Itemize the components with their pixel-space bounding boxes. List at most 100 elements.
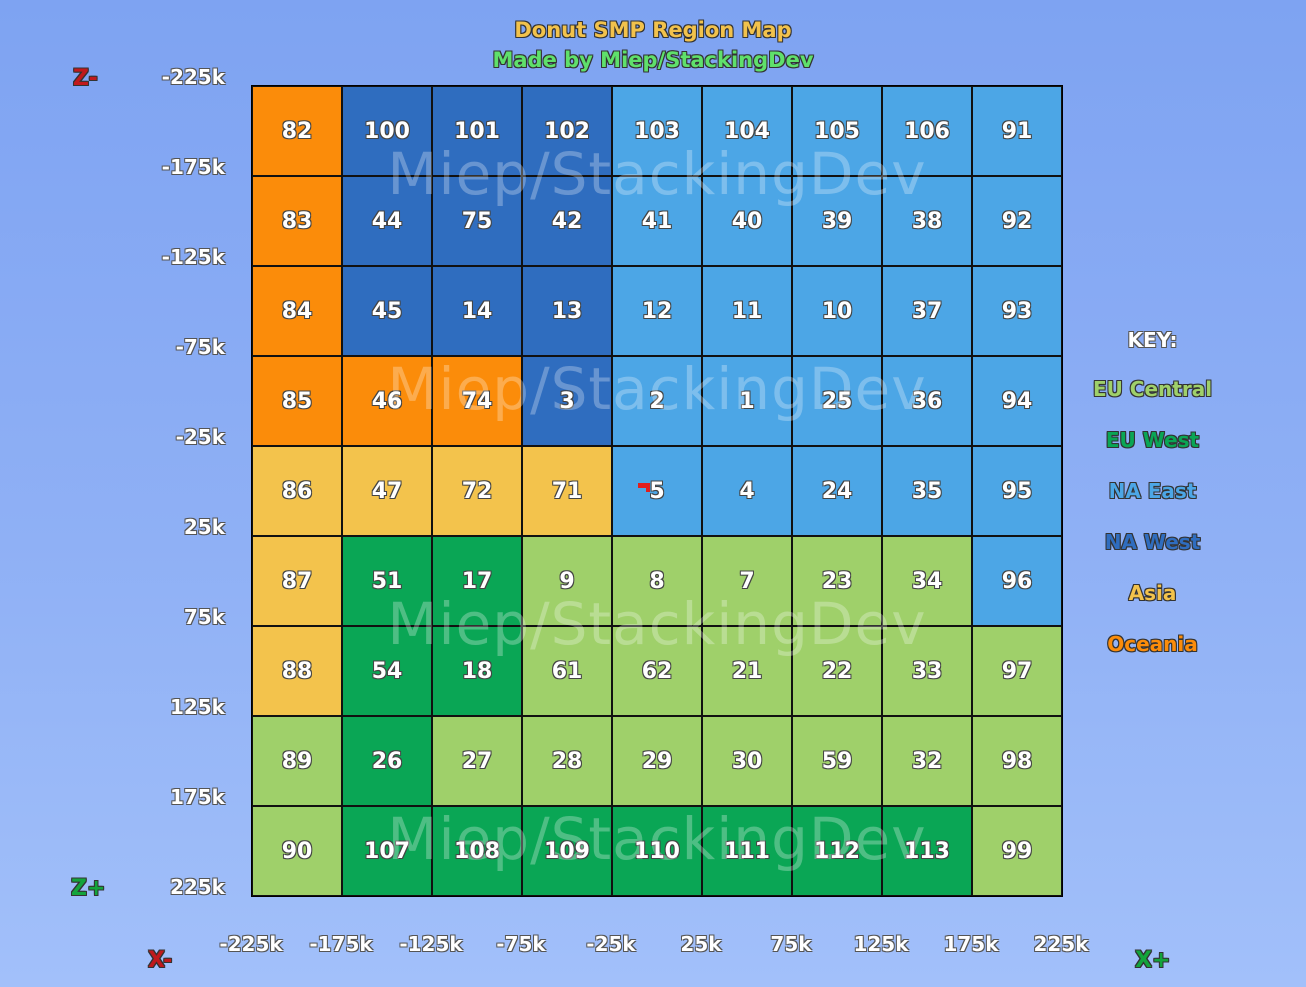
map-key: KEY: EU Central EU West NA East NA West Asia… [1080, 328, 1225, 683]
region-cell: 41 [612, 176, 702, 266]
z-axis-tick-label: -25k [175, 425, 225, 449]
region-cell: 61 [522, 626, 612, 716]
z-axis-tick-label: -75k [175, 335, 225, 359]
region-cell: 87 [252, 536, 342, 626]
x-axis-tick-label: 175k [943, 932, 999, 956]
region-cell: 92 [972, 176, 1062, 266]
z-axis-tick-label: -175k [161, 155, 225, 179]
key-title: KEY: [1127, 328, 1178, 352]
region-cell: 101 [432, 86, 522, 176]
region-cell: 105 [792, 86, 882, 176]
region-cell: 88 [252, 626, 342, 716]
region-cell: 83 [252, 176, 342, 266]
region-cell: 85 [252, 356, 342, 446]
x-plus-label: X+ [1135, 948, 1171, 973]
region-cell: 4 [702, 446, 792, 536]
region-cell: 46 [342, 356, 432, 446]
region-cell: 111 [702, 806, 792, 896]
region-cell: 96 [972, 536, 1062, 626]
region-cell: 98 [972, 716, 1062, 806]
region-cell: 97 [972, 626, 1062, 716]
region-cell: 13 [522, 266, 612, 356]
x-axis-tick-label: -175k [309, 932, 373, 956]
region-cell: 102 [522, 86, 612, 176]
z-axis-tick-label: 75k [183, 605, 225, 629]
map-title: Donut SMP Region Map [514, 18, 792, 42]
region-cell: 84 [252, 266, 342, 356]
region-cell: 23 [792, 536, 882, 626]
region-cell: 1 [702, 356, 792, 446]
key-item: Oceania [1107, 632, 1198, 656]
region-cell: 109 [522, 806, 612, 896]
region-cell: 95 [972, 446, 1062, 536]
region-cell: 93 [972, 266, 1062, 356]
x-axis-tick-label: 75k [770, 932, 812, 956]
region-cell: 37 [882, 266, 972, 356]
x-axis-tick-label: 25k [680, 932, 722, 956]
region-grid: 82 100 101 102 103 104 105 106 91 83 44 75 42 41 40 39 3… [251, 85, 1063, 897]
region-cell: 18 [432, 626, 522, 716]
region-cell: 35 [882, 446, 972, 536]
region-cell: 5 [612, 446, 702, 536]
region-cell: 30 [702, 716, 792, 806]
region-cell: 21 [702, 626, 792, 716]
key-item: NA East [1108, 479, 1197, 503]
region-cell: 72 [432, 446, 522, 536]
x-axis-tick-label: -75k [496, 932, 546, 956]
region-cell: 39 [792, 176, 882, 266]
region-cell: 99 [972, 806, 1062, 896]
region-cell: 100 [342, 86, 432, 176]
region-cell: 17 [432, 536, 522, 626]
x-axis-tick-label: 225k [1033, 932, 1089, 956]
region-cell: 62 [612, 626, 702, 716]
region-cell: 54 [342, 626, 432, 716]
z-axis-tick-label: 175k [169, 785, 225, 809]
region-cell: 9 [522, 536, 612, 626]
region-cell: 110 [612, 806, 702, 896]
spawn-marker-icon [638, 483, 650, 492]
region-cell: 28 [522, 716, 612, 806]
region-cell: 75 [432, 176, 522, 266]
region-cell: 104 [702, 86, 792, 176]
region-cell: 38 [882, 176, 972, 266]
x-axis-tick-label: 125k [853, 932, 909, 956]
region-cell: 74 [432, 356, 522, 446]
x-axis-tick-label: -225k [219, 932, 283, 956]
z-plus-label: Z+ [71, 876, 106, 901]
region-cell: 108 [432, 806, 522, 896]
region-cell: 113 [882, 806, 972, 896]
region-cell: 94 [972, 356, 1062, 446]
region-cell: 107 [342, 806, 432, 896]
region-cell: 71 [522, 446, 612, 536]
region-cell: 8 [612, 536, 702, 626]
z-axis-tick-label: 225k [169, 875, 225, 899]
key-item: EU West [1105, 428, 1200, 452]
z-minus-label: Z- [73, 66, 98, 91]
region-cell: 25 [792, 356, 882, 446]
z-axis-tick-label: 25k [183, 515, 225, 539]
region-cell: 2 [612, 356, 702, 446]
region-cell: 45 [342, 266, 432, 356]
z-axis-tick-label: -125k [161, 245, 225, 269]
region-cell: 24 [792, 446, 882, 536]
region-cell: 10 [792, 266, 882, 356]
region-cell: 11 [702, 266, 792, 356]
region-cell: 3 [522, 356, 612, 446]
region-cell: 91 [972, 86, 1062, 176]
x-axis-tick-label: -125k [399, 932, 463, 956]
key-item: EU Central [1092, 377, 1213, 401]
region-cell: 7 [702, 536, 792, 626]
z-axis-tick-label: -225k [161, 65, 225, 89]
region-cell: 86 [252, 446, 342, 536]
region-cell: 47 [342, 446, 432, 536]
region-cell: 26 [342, 716, 432, 806]
region-cell: 44 [342, 176, 432, 266]
key-item: Asia [1128, 581, 1177, 605]
region-cell: 29 [612, 716, 702, 806]
region-cell: 59 [792, 716, 882, 806]
region-cell: 82 [252, 86, 342, 176]
region-cell: 90 [252, 806, 342, 896]
region-cell: 36 [882, 356, 972, 446]
region-cell: 33 [882, 626, 972, 716]
region-cell: 12 [612, 266, 702, 356]
